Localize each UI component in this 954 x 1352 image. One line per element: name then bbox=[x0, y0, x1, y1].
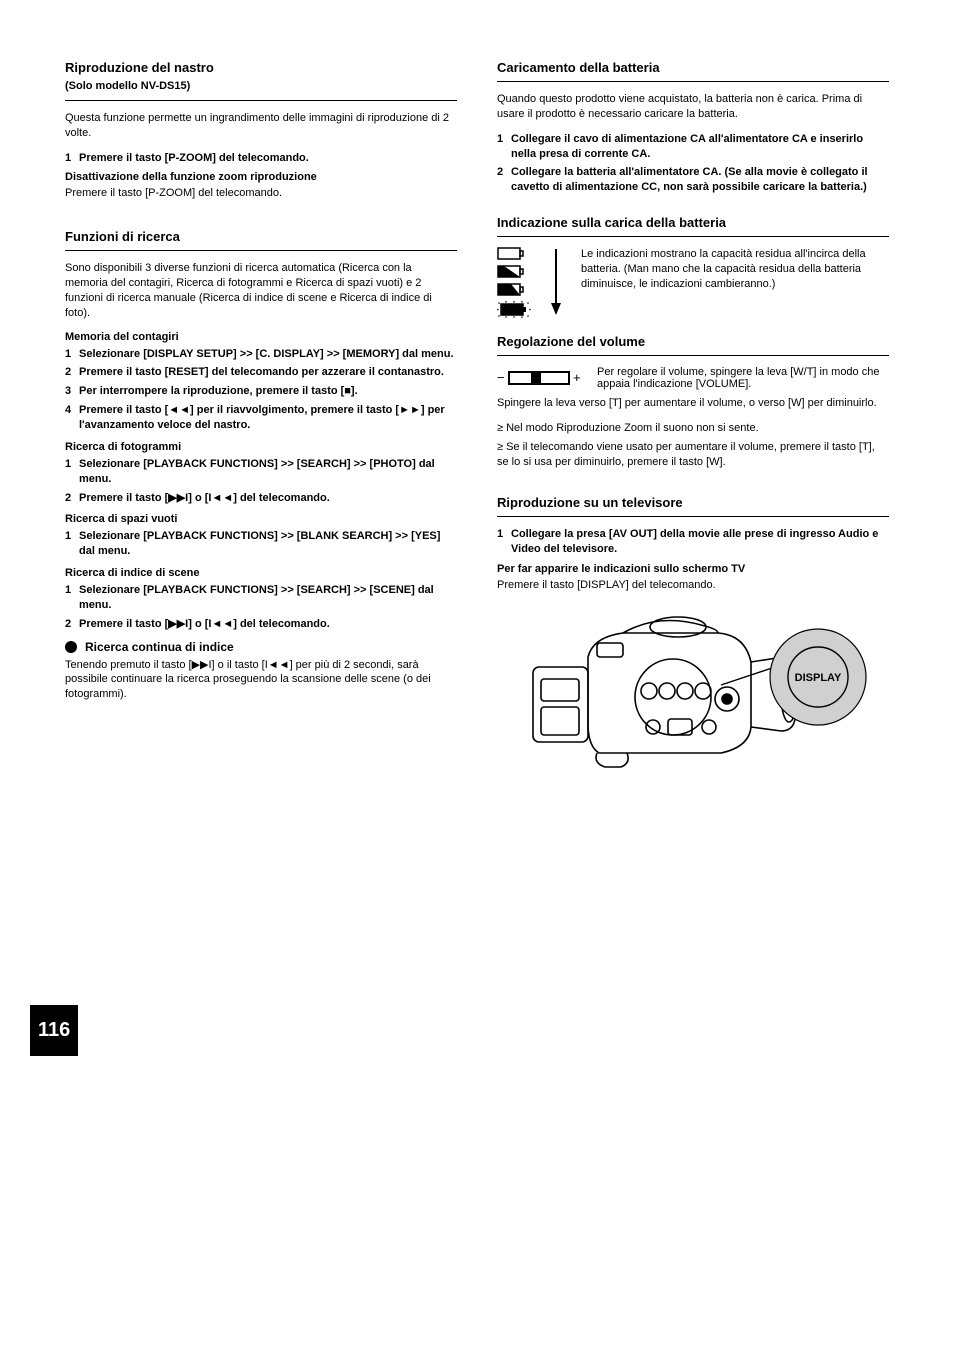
bullet-icon bbox=[65, 641, 77, 653]
battery-arrow bbox=[549, 247, 563, 317]
battery-low-icon bbox=[497, 301, 531, 318]
bullet-row: Ricerca continua di indice bbox=[65, 640, 457, 654]
list-item: 2 Premere il tasto [▶▶I] o [I◄◄] del tel… bbox=[65, 491, 457, 506]
battery-mid-icon bbox=[497, 283, 525, 296]
battery-high-icon bbox=[497, 265, 525, 278]
list-item: 3 Per interrompere la riproduzione, prem… bbox=[65, 384, 457, 399]
list-item: 1 Selezionare [PLAYBACK FUNCTIONS] >> [S… bbox=[65, 457, 457, 487]
list-item: 1 Selezionare [PLAYBACK FUNCTIONS] >> [S… bbox=[65, 583, 457, 613]
tv-display-body: Premere il tasto [DISPLAY] del telecoman… bbox=[497, 578, 889, 593]
blank-header: Ricerca di spazi vuoti bbox=[65, 513, 457, 525]
page-number: 116 bbox=[30, 1005, 78, 1056]
cont-index-header: Ricerca continua di indice bbox=[85, 640, 234, 654]
cancel-header: Disattivazione della funzione zoom ripro… bbox=[65, 171, 457, 183]
svg-text:−: − bbox=[497, 370, 505, 385]
list-item: 1 Selezionare [PLAYBACK FUNCTIONS] >> [B… bbox=[65, 529, 457, 559]
divider bbox=[65, 250, 457, 251]
list-item: 1 Selezionare [DISPLAY SETUP] >> [C. DIS… bbox=[65, 347, 457, 362]
divider bbox=[497, 355, 889, 356]
tv-display-header: Per far apparire le indicazioni sullo sc… bbox=[497, 563, 889, 575]
search-intro: Sono disponibili 3 diverse funzioni di r… bbox=[65, 261, 457, 320]
charging-intro: Quando questo prodotto viene acquistato,… bbox=[497, 92, 889, 122]
heading-battery-indicator: Indicazione sulla carica della batteria bbox=[497, 215, 889, 230]
heading-charging: Caricamento della batteria bbox=[497, 60, 889, 75]
svg-text:+: + bbox=[573, 370, 581, 385]
heading-tv-playback: Riproduzione su un televisore bbox=[497, 495, 889, 510]
list-item: 1 Collegare il cavo di alimentazione CA … bbox=[497, 132, 889, 162]
right-column: Caricamento della batteria Quando questo… bbox=[497, 60, 889, 781]
list-item: 2 Premere il tasto [▶▶I] o [I◄◄] del tel… bbox=[65, 617, 457, 632]
volume-note2: ≥ Se il telecomando viene usato per aume… bbox=[497, 440, 889, 470]
divider bbox=[497, 81, 889, 82]
volume-note1: ≥ Nel modo Riproduzione Zoom il suono no… bbox=[497, 421, 889, 436]
volume-gauge-row: − + Per regolare il volume, spingere la … bbox=[497, 366, 889, 390]
camcorder-figure: DISPLAY bbox=[497, 607, 889, 777]
divider bbox=[65, 100, 457, 101]
cancel-body: Premere il tasto [P-ZOOM] del telecomand… bbox=[65, 186, 457, 201]
list-item: 1 Premere il tasto [P-ZOOM] del telecoma… bbox=[65, 151, 457, 166]
divider bbox=[497, 236, 889, 237]
list-item: 1 Collegare la presa [AV OUT] della movi… bbox=[497, 527, 889, 557]
heading-search: Funzioni di ricerca bbox=[65, 229, 457, 244]
playback-intro: Questa funzione permette un ingrandiment… bbox=[65, 111, 457, 141]
divider bbox=[497, 516, 889, 517]
left-column: Riproduzione del nastro (Solo modello NV… bbox=[65, 60, 457, 781]
volume-gauge-text: Per regolare il volume, spingere la leva… bbox=[597, 366, 889, 390]
photo-header: Ricerca di fotogrammi bbox=[65, 441, 457, 453]
list-item: 2 Collegare la batteria all'alimentatore… bbox=[497, 165, 889, 195]
battery-explanation: Le indicazioni mostrano la capacità resi… bbox=[581, 247, 889, 292]
scene-header: Ricerca di indice di scene bbox=[65, 567, 457, 579]
model-note: (Solo modello NV-DS15) bbox=[65, 79, 457, 94]
list-item: 4 Premere il tasto [◄◄] per il riavvolgi… bbox=[65, 403, 457, 433]
heading-playback: Riproduzione del nastro bbox=[65, 60, 457, 75]
battery-icons-stack bbox=[497, 247, 531, 318]
cont-index-body: Tenendo premuto il tasto [▶▶I] o il tast… bbox=[65, 658, 457, 703]
heading-volume: Regolazione del volume bbox=[497, 334, 889, 349]
list-item: 2 Premere il tasto [RESET] del telecoman… bbox=[65, 365, 457, 380]
svg-text:DISPLAY: DISPLAY bbox=[795, 672, 842, 684]
camcorder-illustration: DISPLAY bbox=[513, 607, 873, 777]
battery-full-icon bbox=[497, 247, 525, 260]
volume-direction: Spingere la leva verso [T] per aumentare… bbox=[497, 396, 889, 411]
memory-header: Memoria del contagiri bbox=[65, 331, 457, 343]
arrow-down-icon bbox=[549, 247, 563, 317]
volume-gauge-icon: − + bbox=[497, 368, 585, 388]
battery-indicator-row: Le indicazioni mostrano la capacità resi… bbox=[497, 247, 889, 318]
